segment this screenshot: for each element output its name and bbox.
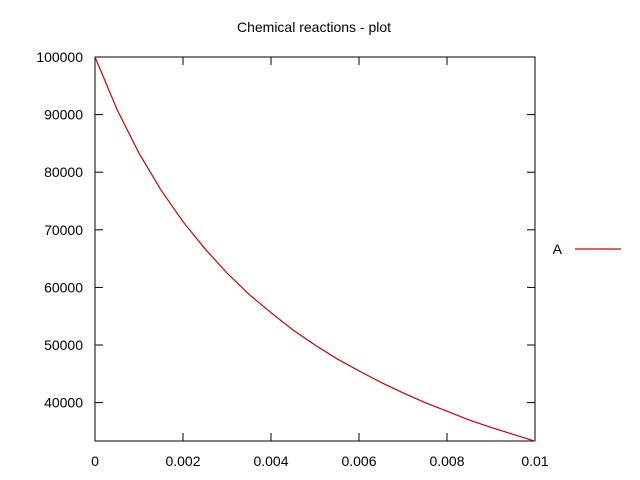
y-tick-label: 60000 xyxy=(44,279,83,295)
series-layer xyxy=(94,56,536,442)
x-tick-label: 0.008 xyxy=(429,453,464,469)
y-tick-label: 40000 xyxy=(44,395,83,411)
y-tick-label: 100000 xyxy=(36,49,83,65)
x-tick-label: 0.01 xyxy=(521,453,548,469)
x-tick-label: 0.002 xyxy=(165,453,200,469)
ticks: 0 0.002 0.004 0.006 0.008 0.01 40000 50000 60000… xyxy=(36,49,549,469)
y-tick-label: 90000 xyxy=(44,107,83,123)
x-tick-label: 0.006 xyxy=(341,453,376,469)
x-tick-label: 0 xyxy=(91,453,99,469)
axes xyxy=(94,56,536,442)
plot-frame xyxy=(94,56,536,442)
y-tick-label: 50000 xyxy=(44,337,83,353)
y-tick-label: 70000 xyxy=(44,222,83,238)
legend: A xyxy=(553,241,621,257)
chart-title: Chemical reactions - plot xyxy=(237,19,391,35)
x-tick-label: 0.004 xyxy=(253,453,288,469)
legend-label: A xyxy=(553,241,563,257)
y-tick-label: 80000 xyxy=(44,164,83,180)
series-line-A xyxy=(94,56,536,442)
